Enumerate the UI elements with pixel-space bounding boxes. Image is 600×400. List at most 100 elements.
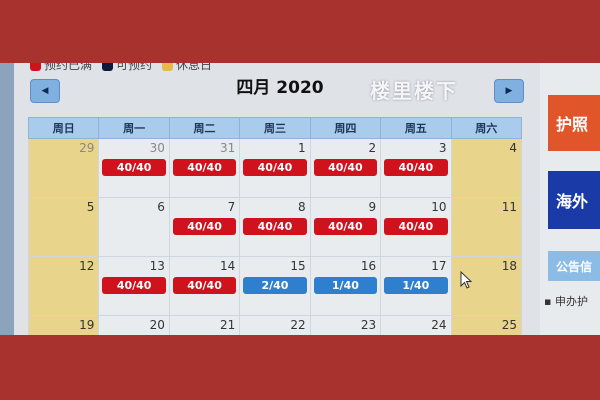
weekday-header: 周日 [27,117,100,139]
legend-swatch [30,63,41,71]
day-cell[interactable]: 12 [27,256,100,316]
day-number: 31 [219,141,236,155]
notice-header: 公告信 [548,251,600,281]
legend-item: 休息日 [162,63,212,73]
day-cell[interactable]: 17 1/40 [380,256,452,316]
day-number: 7 [227,200,236,214]
day-number: 21 [219,318,236,332]
day-number: 2 [368,141,377,155]
day-cell[interactable]: 5 [27,197,100,257]
day-cell[interactable]: 31 40/40 [168,138,241,198]
slots-available-button[interactable]: 2/40 [243,277,307,294]
day-number: 13 [149,259,165,273]
day-cell[interactable]: 24 [380,315,452,335]
day-number: 23 [360,318,377,332]
day-cell[interactable]: 11 [450,197,523,257]
slots-available-button[interactable]: 1/40 [313,277,378,294]
week-row: 29 30 40/40 31 40/40 1 40/40 2 40/40 3 40/40 4 [27,138,523,198]
day-cell[interactable]: 23 [309,315,382,335]
slots-full-badge[interactable]: 40/40 [243,159,307,176]
day-cell[interactable]: 10 40/40 [380,197,452,257]
month-title: 四月 2020 [236,78,324,98]
day-number: 4 [509,141,517,155]
slots-full-badge[interactable]: 40/40 [172,277,237,294]
day-number: 10 [431,200,447,214]
day-cell[interactable]: 22 [239,315,311,335]
day-number: 5 [86,200,95,214]
day-cell[interactable]: 30 40/40 [98,138,170,198]
day-number: 30 [149,141,165,155]
day-cell[interactable]: 2 40/40 [309,138,382,198]
weekday-header: 周三 [239,117,311,139]
day-number: 16 [360,259,377,273]
day-number: 22 [290,318,306,332]
day-cell[interactable]: 6 [98,197,170,257]
day-number: 17 [431,259,447,273]
week-row: 19 20 21 22 23 24 25 [27,315,523,335]
day-cell[interactable]: 18 [450,256,523,316]
day-cell[interactable]: 14 40/40 [168,256,241,316]
overseas-banner[interactable]: 海外 [548,171,600,229]
day-cell[interactable]: 7 40/40 [168,197,241,257]
mouse-cursor-icon [460,271,472,289]
legend-swatch [162,63,174,71]
slots-full-badge[interactable]: 40/40 [384,218,448,235]
day-number: 9 [368,200,377,214]
day-cell[interactable]: 9 40/40 [309,197,382,257]
day-cell[interactable]: 8 40/40 [239,197,311,257]
slots-full-badge[interactable]: 40/40 [384,159,448,176]
day-cell[interactable]: 20 [98,315,170,335]
prev-month-button[interactable]: ◀ [30,79,60,103]
chevron-left-icon: ◀ [41,86,49,96]
slots-full-badge[interactable]: 40/40 [102,159,166,176]
day-cell[interactable]: 4 [450,138,523,198]
day-number: 18 [501,259,517,273]
day-cell[interactable]: 29 [27,138,100,198]
slots-full-badge[interactable]: 40/40 [313,159,378,176]
weekday-header: 周二 [168,117,241,139]
slots-full-badge[interactable]: 40/40 [313,218,378,235]
day-cell[interactable]: 21 [168,315,241,335]
slots-full-badge[interactable]: 40/40 [172,159,237,176]
day-number: 19 [79,318,95,332]
day-number: 3 [438,141,447,155]
chevron-right-icon: ▶ [505,86,513,96]
day-number: 14 [219,259,236,273]
notice-item-label: 申办护 [554,295,588,308]
day-number: 24 [431,318,447,332]
day-number: 12 [79,259,95,273]
week-row: 5 6 7 40/40 8 40/40 9 40/40 10 40/40 11 [27,197,523,257]
day-cell[interactable]: 19 [27,315,100,335]
slots-full-badge[interactable]: 40/40 [172,218,237,235]
day-number: 11 [501,200,517,214]
weekday-header: 周六 [450,117,523,139]
day-number: 1 [298,141,306,155]
legend-label: 可预约 [116,63,153,72]
legend-item: 可预约 [102,63,152,73]
legend-label: 预约已满 [44,63,93,72]
passport-banner[interactable]: 护照 [548,95,600,151]
week-row: 12 13 40/40 14 40/40 15 2/40 16 1/40 17 1/40 18 [27,256,523,316]
day-cell[interactable]: 25 [450,315,523,335]
watermark: 楼里楼下 [370,79,458,103]
calendar-grid: 周日 周一 周二 周三 周四 周五 周六 29 30 40/40 31 40/40 1 40/40 2 40/… [27,117,523,335]
slots-available-button[interactable]: 1/40 [384,277,448,294]
next-month-button[interactable]: ▶ [494,79,524,103]
day-cell[interactable]: 15 2/40 [239,256,311,316]
legend-label: 休息日 [176,63,213,72]
day-number: 25 [501,318,517,332]
day-cell[interactable]: 13 40/40 [98,256,170,316]
weekday-header: 周一 [98,117,170,139]
left-panel-edge [0,63,14,335]
weekday-header: 周四 [309,117,382,139]
legend-swatch [102,63,114,71]
day-cell[interactable]: 16 1/40 [309,256,382,316]
slots-full-badge[interactable]: 40/40 [243,218,307,235]
slots-full-badge[interactable]: 40/40 [102,277,166,294]
sidebar: 护照 海外 公告信 ▪ 申办护 [540,63,600,335]
day-cell[interactable]: 3 40/40 [380,138,452,198]
legend-item: 预约已满 [30,63,92,73]
notice-item[interactable]: ▪ 申办护 [544,295,588,308]
day-number: 15 [290,259,306,273]
day-cell[interactable]: 1 40/40 [239,138,311,198]
